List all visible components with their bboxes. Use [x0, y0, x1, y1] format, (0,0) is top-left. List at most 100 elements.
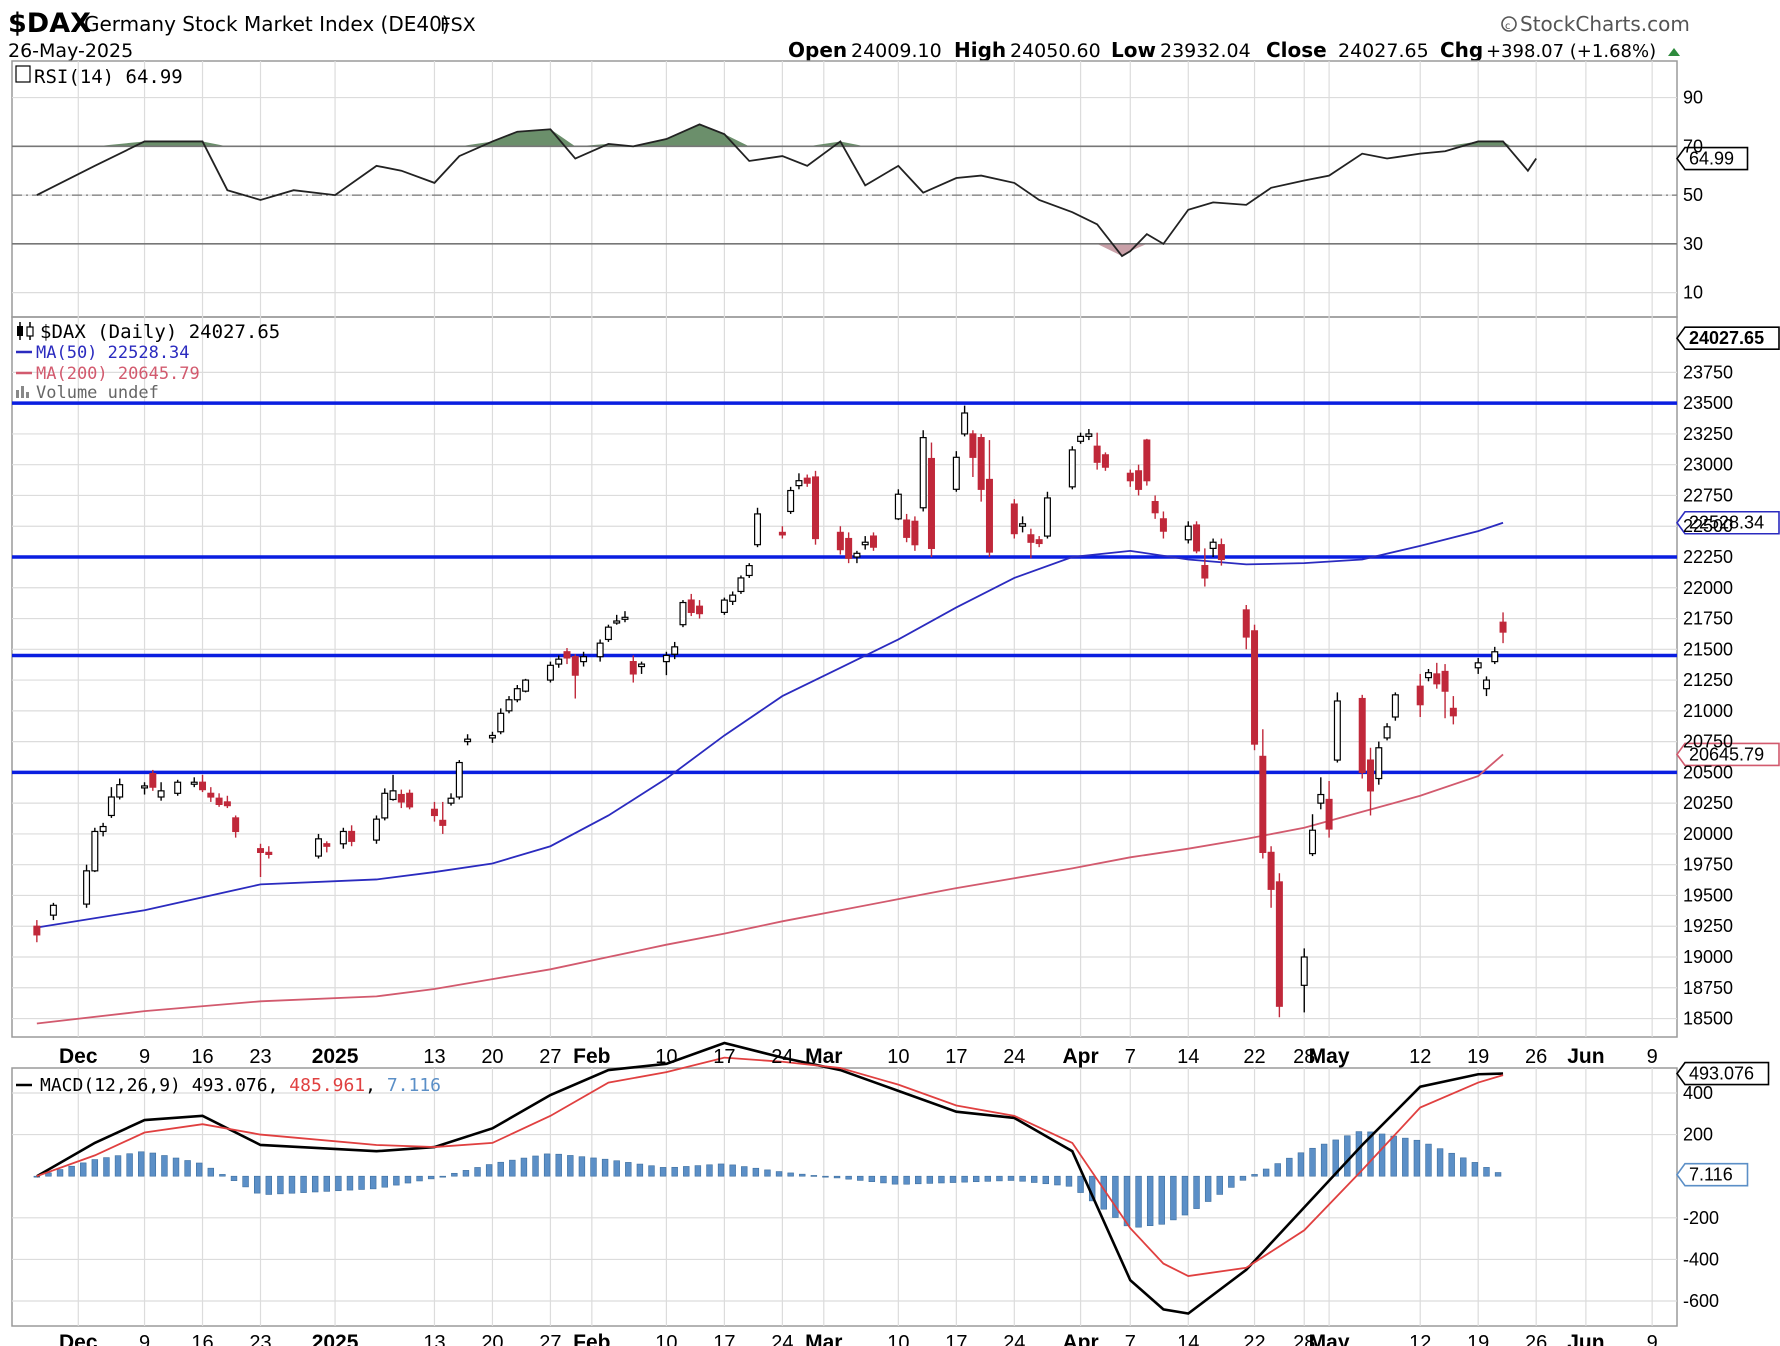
candle-body: [447, 797, 455, 804]
macd-histogram-bar: [300, 1175, 307, 1193]
price-xtick-label: 20: [481, 1046, 503, 1068]
candle-body: [1093, 445, 1101, 463]
candle-body: [1309, 829, 1317, 855]
open-value: 24009.10: [851, 40, 942, 62]
macd-histogram-bar: [346, 1175, 354, 1191]
macd-histogram-bar: [68, 1165, 75, 1177]
candle-body: [1325, 798, 1333, 830]
macd-histogram-bar: [555, 1153, 562, 1177]
macd-histogram-bar: [56, 1169, 64, 1177]
macd-histogram-bar: [1402, 1137, 1409, 1177]
macd-histogram-bar: [764, 1169, 771, 1177]
macd-histogram-bar: [172, 1157, 180, 1177]
candle: [1093, 432, 1101, 470]
macd-histogram-bar: [1448, 1152, 1455, 1177]
candle-body: [919, 437, 927, 509]
candle: [1449, 696, 1457, 725]
candle: [257, 843, 265, 877]
ma200-line: [36, 753, 1504, 1025]
price-panel: [11, 316, 1678, 1038]
macd-histogram-bar: [311, 1175, 319, 1193]
candle-body: [199, 781, 207, 791]
macd-histogram-bar: [335, 1175, 342, 1192]
macd-xtick-label: 12: [1409, 1332, 1431, 1346]
candle-body: [314, 838, 322, 857]
close-last-value-tag-text: 24027.65: [1689, 328, 1764, 348]
candle-body: [1383, 726, 1391, 739]
macd-panel: [11, 1067, 1678, 1327]
macd-histogram-bar: [915, 1175, 922, 1185]
price-ytick-label: 19500: [1683, 885, 1733, 905]
candle-body: [1035, 539, 1043, 545]
macd-histogram-bar: [775, 1171, 783, 1177]
candlestick-icon: [17, 322, 34, 340]
macd-histogram-bar: [138, 1151, 145, 1177]
macd-histogram-bar: [1286, 1157, 1293, 1177]
price-ytick-label: 19250: [1683, 916, 1733, 936]
macd-histogram-bar: [149, 1152, 157, 1177]
ma200-legend-text: MA(200) 20645.79: [36, 364, 200, 384]
price-xtick-label: 10: [887, 1046, 909, 1068]
ohlc-readout: Open 24009.10 High 24050.60 Low 23932.04…: [788, 38, 1680, 62]
candle: [1209, 538, 1217, 557]
candle-body: [348, 830, 356, 842]
candle: [439, 801, 447, 834]
price-ytick-label: 21250: [1683, 670, 1733, 690]
candle-body: [1242, 609, 1250, 638]
candle-body: [961, 412, 969, 435]
candle-body: [49, 904, 57, 916]
candle-body: [430, 808, 438, 817]
candle: [314, 833, 322, 859]
candle-body: [223, 801, 231, 807]
macd-histogram-bar: [416, 1175, 423, 1182]
candle-body: [372, 818, 380, 841]
candle: [83, 864, 91, 908]
candle-body: [778, 531, 786, 536]
candle: [613, 614, 621, 625]
candle-body: [207, 792, 215, 798]
macd-histogram-bar: [671, 1166, 678, 1177]
candle: [1184, 521, 1192, 544]
price-ytick-label: 21750: [1683, 609, 1733, 629]
macd-histogram-bar: [659, 1167, 667, 1177]
rsi-legend-text: RSI(14) 64.99: [34, 66, 183, 88]
candle-body: [737, 577, 745, 593]
candle-body: [563, 651, 571, 659]
macd-histogram-bar: [358, 1175, 365, 1190]
candle-body: [107, 796, 115, 817]
price-xtick-label: 14: [1177, 1046, 1199, 1068]
macd-histogram-bar: [683, 1166, 690, 1177]
candle-body: [1275, 881, 1283, 1007]
candle: [1019, 516, 1027, 533]
macd-histogram-bar: [1135, 1175, 1142, 1228]
candle-body: [1449, 707, 1457, 717]
macd-histogram-bar: [625, 1162, 632, 1177]
macd-histogram-bar: [207, 1167, 215, 1177]
candle-body: [406, 792, 414, 808]
price-xtick-label: 26: [1525, 1046, 1547, 1068]
candle: [729, 591, 737, 605]
chg-label: Chg: [1440, 38, 1483, 62]
macd-histogram-bar: [369, 1175, 377, 1190]
macd-histogram-bar: [1460, 1157, 1467, 1177]
candle: [505, 696, 513, 714]
macd-ytick-label: -600: [1683, 1291, 1719, 1311]
candle-body: [1499, 621, 1507, 633]
candle: [1383, 723, 1391, 741]
macd-histogram-bar: [578, 1156, 586, 1177]
rsi-layer: 64.99: [12, 123, 1749, 258]
price-xtick-label: 12: [1409, 1046, 1431, 1068]
price-xtick-label: 17: [713, 1046, 735, 1068]
macd-histogram-bar: [717, 1163, 725, 1177]
candle: [1010, 499, 1018, 539]
ma50-line: [36, 521, 1504, 929]
macd-histogram-bar: [323, 1175, 330, 1192]
candle: [952, 451, 960, 492]
candle: [207, 787, 215, 802]
price-xtick-label: May: [1309, 1045, 1350, 1068]
rsi-legend-icon: [15, 65, 31, 83]
price-xtick-label: Jun: [1567, 1045, 1604, 1068]
candle-body: [803, 477, 811, 484]
candle: [836, 526, 844, 555]
candle-body: [671, 646, 679, 655]
